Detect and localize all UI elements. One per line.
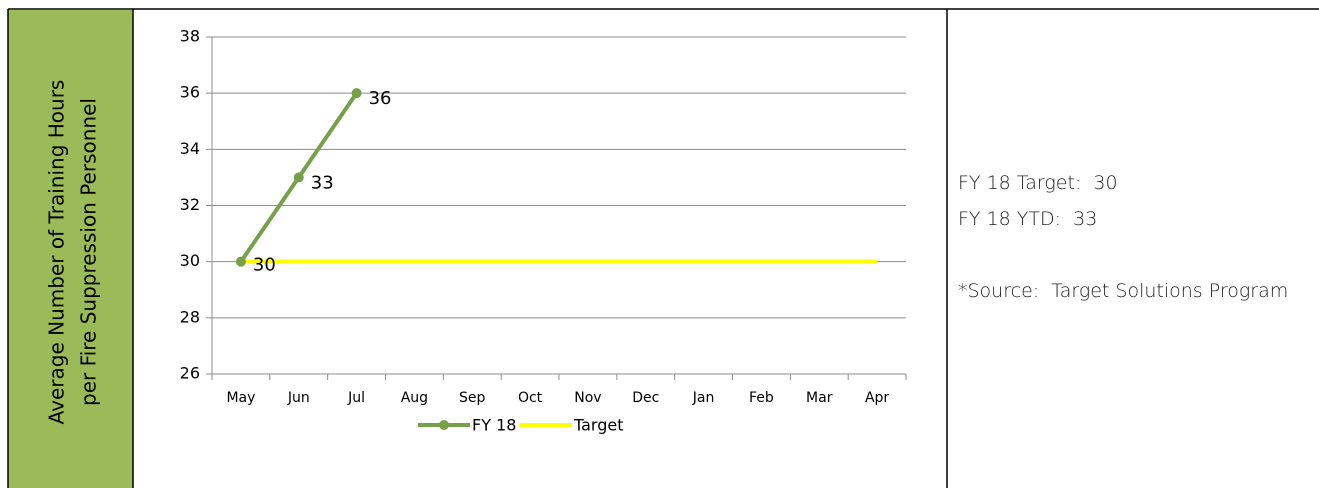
data-label: 33 xyxy=(311,172,334,193)
label-cell xyxy=(8,10,133,488)
x-tick-label: Dec xyxy=(632,390,659,406)
y-tick-label: 34 xyxy=(180,139,200,158)
x-tick-label: Jun xyxy=(287,390,310,406)
y-tick-label: 26 xyxy=(180,364,200,383)
x-tick-label: Apr xyxy=(865,390,889,406)
y-axis-label-line: Average Number of Training Hours xyxy=(45,80,69,425)
legend-label: FY 18 xyxy=(472,416,516,435)
y-tick-label: 32 xyxy=(180,195,200,214)
data-label: 30 xyxy=(253,255,276,276)
note: FY 18 Target: 30 xyxy=(958,172,1118,194)
y-tick-label: 36 xyxy=(180,83,200,102)
marker xyxy=(351,88,362,99)
legend-marker xyxy=(439,420,449,430)
data-label: 36 xyxy=(369,88,392,109)
x-tick-label: Mar xyxy=(806,390,833,406)
y-tick-label: 30 xyxy=(180,251,200,270)
marker xyxy=(235,256,246,267)
y-axis-label: Average Number of Training Hours per Fir… xyxy=(45,80,101,425)
x-tick-label: Oct xyxy=(518,390,543,406)
note: *Source: Target Solutions Program xyxy=(958,280,1289,302)
y-tick-label: 38 xyxy=(180,27,200,46)
legend-label: Target xyxy=(573,416,624,435)
x-tick-label: Feb xyxy=(749,390,774,406)
x-tick-label: Jan xyxy=(692,390,715,406)
x-tick-label: Jul xyxy=(347,390,365,406)
note: FY 18 YTD: 33 xyxy=(958,208,1098,230)
x-tick-label: Aug xyxy=(401,390,428,406)
x-tick-label: May xyxy=(226,390,255,406)
x-tick-label: Nov xyxy=(574,390,601,406)
y-axis-label-line: per Fire Suppression Personnel xyxy=(77,98,101,406)
y-tick-label: 28 xyxy=(180,307,200,326)
x-tick-label: Sep xyxy=(459,390,486,406)
marker xyxy=(293,172,304,183)
